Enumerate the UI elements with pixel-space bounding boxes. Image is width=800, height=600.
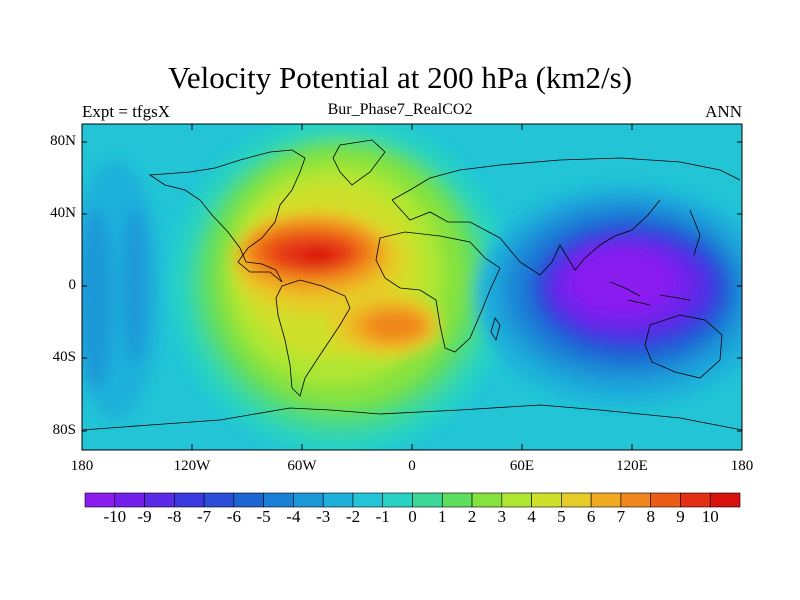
colorbar-swatch (501, 492, 532, 508)
colorbar-tick-label: 6 (586, 507, 596, 526)
colorbar-tick-label: -8 (167, 507, 182, 526)
colorbar-tick-label: -10 (103, 507, 127, 526)
colorbar-swatch (84, 492, 116, 508)
colorbar-tick-label: 10 (701, 507, 719, 526)
colorbar-tick-label: -9 (137, 507, 152, 526)
colorbar-swatch (709, 492, 741, 508)
colorbar-swatch (293, 492, 324, 508)
colorbar-swatch (382, 492, 413, 508)
lat-label-80s: 80S (52, 422, 76, 438)
colorbar-tick-label: -6 (226, 507, 241, 526)
case-label: Bur_Phase7_RealCO2 (327, 101, 473, 118)
colorbar-tick-label: 9 (676, 507, 685, 526)
colorbar-swatch (590, 492, 622, 508)
colorbar-tick-label: 7 (616, 507, 626, 526)
colorbar-tick-label: -3 (316, 507, 331, 526)
colorbar-tick-label: -1 (375, 507, 390, 526)
plot-title: Velocity Potential at 200 hPa (km2/s) (167, 60, 633, 95)
experiment-label: Expt = tfgsX (82, 102, 170, 121)
colorbar-swatch (620, 492, 651, 508)
colorbar-tick-label: 2 (467, 507, 477, 526)
colorbar-swatch (680, 492, 711, 508)
colorbar-tick-label: 8 (646, 507, 655, 526)
axis-ticks (82, 124, 742, 450)
colorbar-swatch (203, 492, 235, 508)
colorbar-swatch (650, 492, 681, 508)
lon-label-60e: 60E (509, 458, 535, 474)
season-label: ANN (705, 102, 742, 121)
colorbar-swatch (471, 492, 503, 508)
colorbar-tick-label: -5 (256, 507, 271, 526)
lat-label-40s: 40S (52, 349, 76, 365)
colorbar-swatch (263, 492, 294, 508)
lon-label-180w: 180 (70, 458, 94, 474)
colorbar-swatch (144, 492, 175, 508)
colorbar-tick-label: 0 (408, 507, 417, 526)
colorbar-tick-label: 5 (557, 507, 566, 526)
colorbar-tick-label: -2 (345, 507, 361, 526)
lon-label-120w: 120W (173, 458, 211, 474)
lon-label-60w: 60W (287, 458, 317, 474)
lon-label-0: 0 (408, 458, 416, 474)
colorbar-swatch (352, 492, 384, 508)
colorbar-swatch (561, 492, 592, 508)
colorbar-swatch (412, 492, 443, 508)
colorbar-swatch (441, 492, 473, 508)
colorbar-tick-label: 4 (527, 507, 536, 526)
colorbar-swatch (174, 492, 205, 508)
velocity-potential-field (82, 124, 742, 450)
colorbar-tick-label: 3 (497, 507, 507, 526)
colorbar-swatch (322, 492, 354, 508)
lat-label-0: 0 (68, 277, 77, 293)
colorbar-tick-label: -4 (286, 507, 301, 526)
lat-label-80n: 80N (50, 133, 76, 149)
lat-label-40n: 40N (50, 205, 76, 221)
colorbar (84, 492, 741, 508)
colorbar-swatch (233, 492, 264, 508)
lon-label-120e: 120E (616, 458, 648, 474)
colorbar-swatch (531, 492, 562, 508)
colorbar-tick-label: -7 (197, 507, 212, 526)
colorbar-tick-label: 1 (438, 507, 447, 526)
colorbar-swatch (114, 492, 145, 508)
coastlines (82, 139, 742, 431)
lon-label-180e: 180 (730, 458, 754, 474)
